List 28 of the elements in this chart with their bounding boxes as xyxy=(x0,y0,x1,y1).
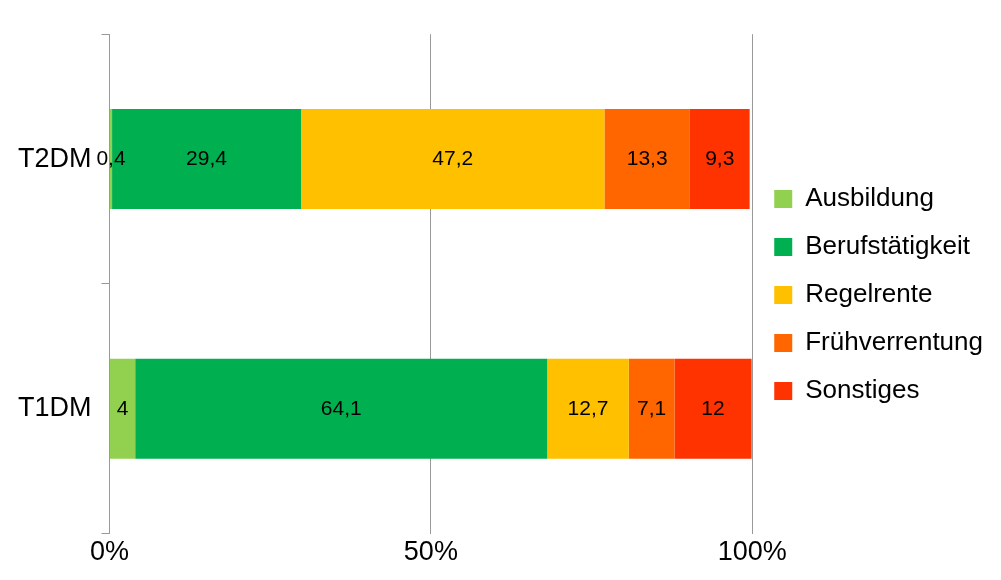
data-label: 47,2 xyxy=(432,145,474,169)
data-label: 0,4 xyxy=(96,145,126,169)
bar xyxy=(110,358,136,459)
bar xyxy=(674,358,752,459)
legend-label: Sonstiges xyxy=(805,374,920,405)
bar xyxy=(604,109,690,209)
data-label: 64,1 xyxy=(320,395,362,419)
legend-label: Regelrente xyxy=(805,278,933,309)
bar xyxy=(547,358,629,459)
x-tick-label: 0% xyxy=(89,536,130,567)
data-label: 13,3 xyxy=(626,145,668,169)
data-label: 7,1 xyxy=(637,395,667,419)
y-tick-label: T2DM xyxy=(18,142,92,173)
data-label: 9,3 xyxy=(705,145,735,169)
data-label: 4 xyxy=(116,395,129,419)
data-label: 12,7 xyxy=(567,395,609,419)
data-label: 12 xyxy=(701,395,725,419)
legend-label: Berufstätigkeit xyxy=(805,230,971,261)
bar xyxy=(301,109,605,209)
data-label: 29,4 xyxy=(186,145,228,169)
x-tick-label: 50% xyxy=(403,536,458,567)
bar xyxy=(689,109,750,209)
legend-label: Frühverrentung xyxy=(805,326,984,357)
bar xyxy=(628,358,675,459)
legend-label: Ausbildung xyxy=(805,182,934,213)
x-tick-label: 100% xyxy=(717,536,787,567)
bar xyxy=(135,358,548,459)
y-tick-label: T1DM xyxy=(18,392,92,423)
